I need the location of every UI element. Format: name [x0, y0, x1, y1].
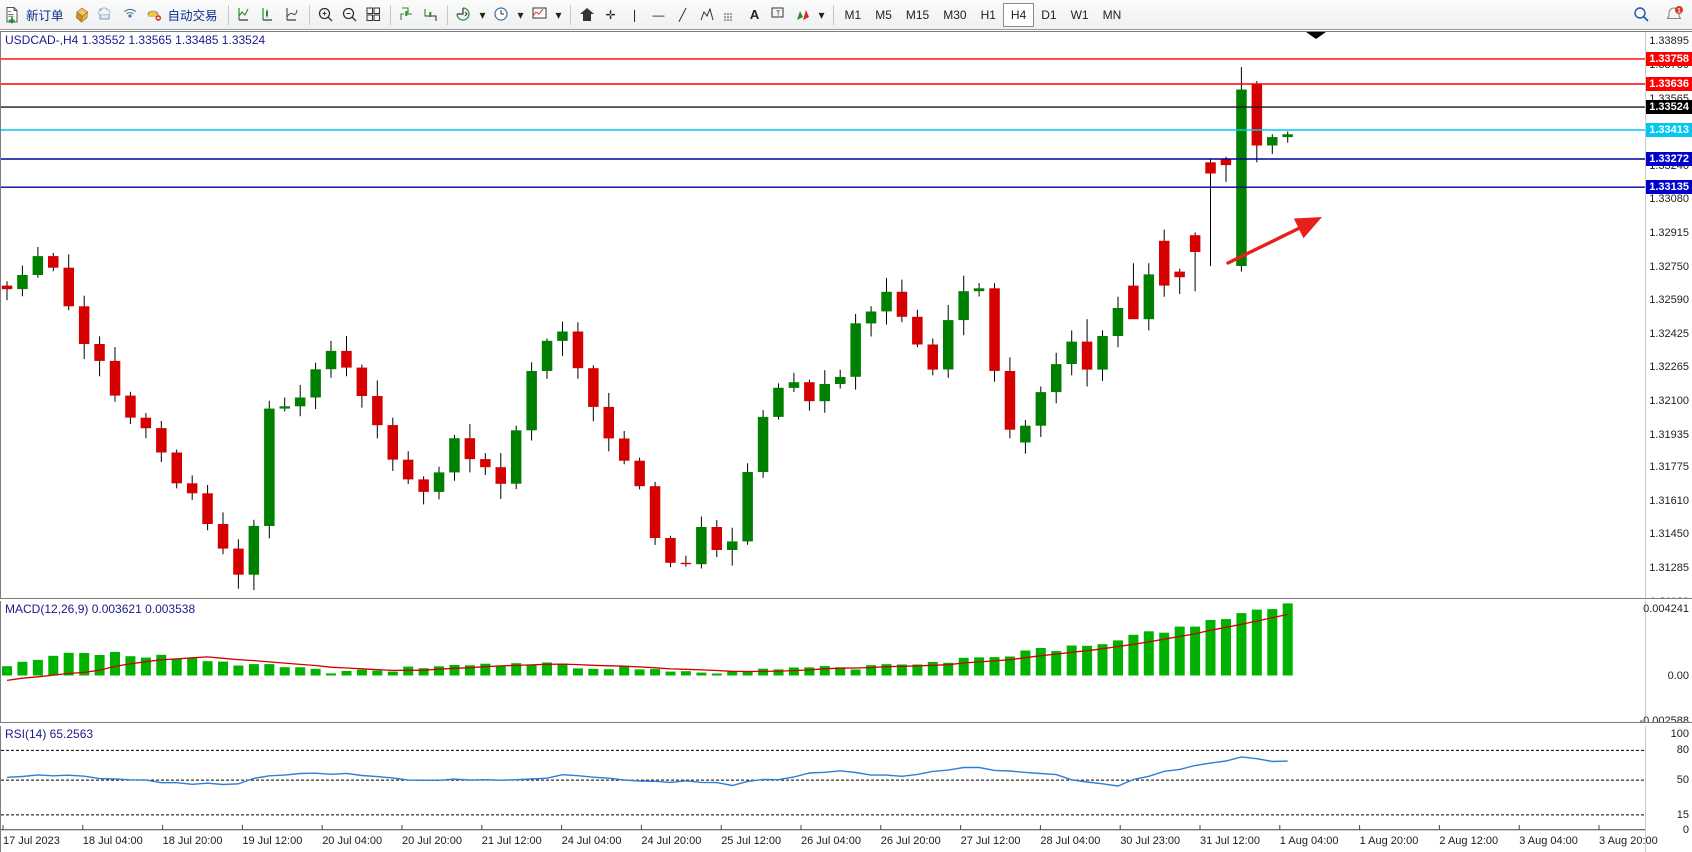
svg-text:T: T	[776, 10, 781, 17]
